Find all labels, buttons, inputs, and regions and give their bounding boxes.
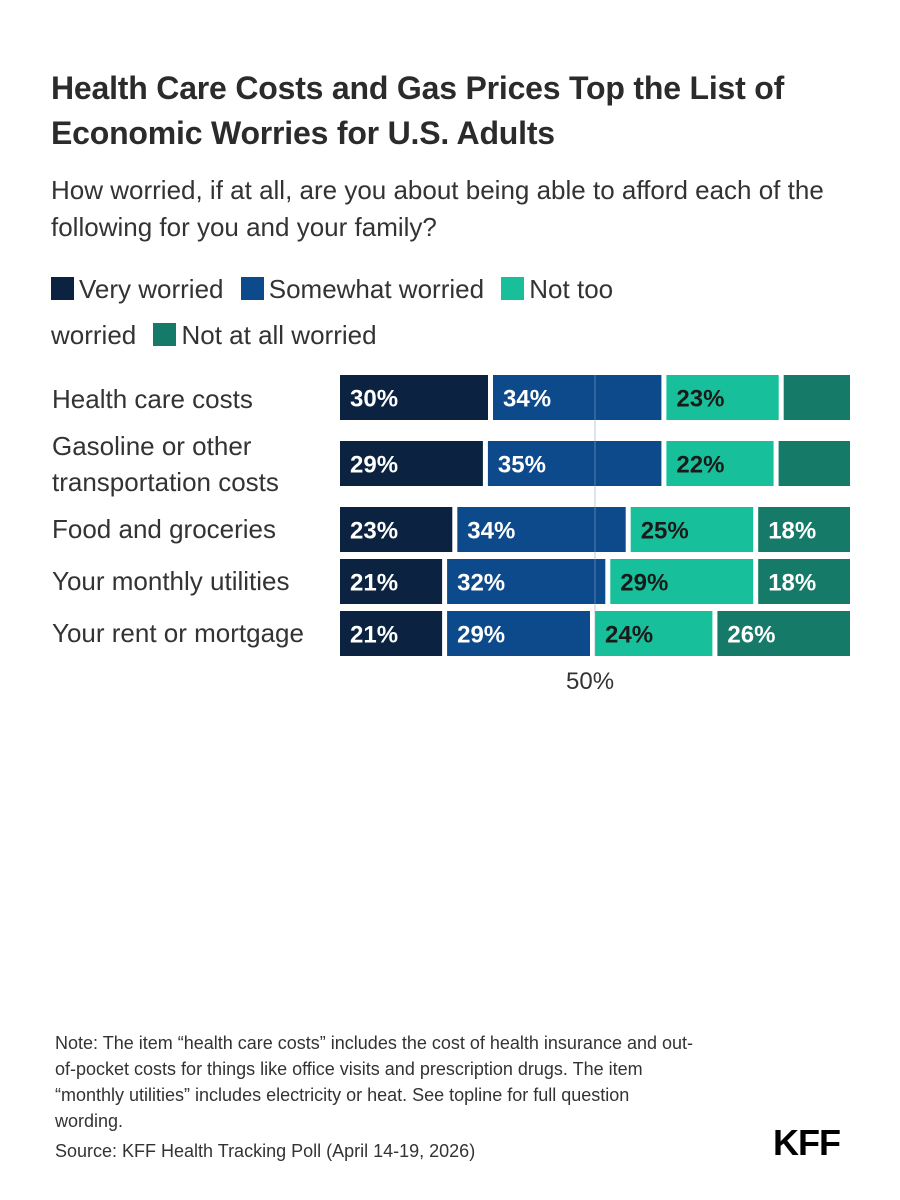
bar-label-health-care-costs-somewhat-worried: 34%: [503, 386, 551, 413]
legend-swatch-very-worried: [51, 277, 74, 300]
bar-gasoline-or-other-transp-very-worried: [340, 441, 483, 486]
bar-label-your-rent-or-mortgage-somewhat-worried: 29%: [457, 622, 505, 649]
bar-health-care-costs-very-worried: [340, 375, 488, 420]
row-label-gasoline-costs: Gasoline or other transportation costs: [52, 431, 279, 497]
bar-food-and-groceries-not-at-all-worried: [758, 507, 850, 552]
chart-title: Health Care Costs and Gas Prices Top the…: [51, 70, 785, 151]
chart-note: Note: The item “health care costs” inclu…: [55, 1033, 694, 1131]
bar-your-rent-or-mortgage-very-worried: [340, 611, 443, 656]
bar-your-monthly-utilities-not-too-worried: [610, 559, 754, 604]
bar-health-care-costs-not-too-worried: [666, 375, 779, 420]
bar-gasoline-or-other-transp-not-too-worried: [666, 441, 774, 486]
legend-swatch-not-too-worried: [501, 277, 525, 300]
bar-label-health-care-costs-not-too-worried: 23%: [676, 386, 724, 413]
bar-label-food-and-groceries-somewhat-worried: 34%: [467, 518, 515, 545]
bar-label-your-monthly-utilities-very-worried: 21%: [350, 570, 398, 597]
chart-source: Source: KFF Health Tracking Poll (April …: [55, 1141, 476, 1161]
bar-label-food-and-groceries-not-too-worried: 25%: [641, 518, 689, 545]
legend-item-somewhat-worried: Somewhat worried: [240, 274, 494, 304]
bar-your-monthly-utilities-not-at-all-worried: [758, 559, 850, 604]
bar-label-your-monthly-utilities-somewhat-worried: 32%: [457, 570, 505, 597]
bar-label-food-and-groceries-not-at-all-worried: 18%: [768, 518, 816, 545]
legend-swatch-somewhat-worried: [240, 277, 264, 300]
bar-gasoline-or-other-transp-not-at-all-worried: [778, 441, 850, 486]
legend-label-very-worried: Very worried: [79, 274, 224, 304]
legend-swatch-not-at-all-worried: [153, 323, 177, 346]
bar-label-your-rent-or-mortgage-not-too-worried: 24%: [605, 622, 653, 649]
bar-your-monthly-utilities-somewhat-worried: [447, 559, 606, 604]
chart-subtitle: How worried, if at all, are you about be…: [51, 175, 824, 242]
bar-label-food-and-groceries-very-worried: 23%: [350, 518, 398, 545]
kff-logo: KFF: [773, 1122, 841, 1163]
bar-label-your-rent-or-mortgage-very-worried: 21%: [350, 622, 398, 649]
bar-food-and-groceries-not-too-worried: [630, 507, 754, 552]
bar-health-care-costs-not-at-all-worried: [783, 375, 850, 420]
bar-label-gasoline-or-other-transp-not-too-worried: 22%: [676, 452, 724, 479]
bar-food-and-groceries-very-worried: [340, 507, 453, 552]
row-label-food-groceries: Food and groceries: [52, 514, 277, 544]
row-label-rent-mortgage: Your rent or mortgage: [52, 618, 304, 648]
bar-label-gasoline-or-other-transp-somewhat-worried: 35%: [498, 452, 546, 479]
bar-your-monthly-utilities-very-worried: [340, 559, 443, 604]
stacked-bar-chart: 30% 34% 23% 29% 35% 22% 23% 34% 25% 18% 21% 32% 29% 1…: [340, 375, 850, 656]
legend: Very worried Somewhat worried Not too wo…: [51, 266, 691, 358]
bar-food-and-groceries-somewhat-worried: [457, 507, 626, 552]
bar-gasoline-or-other-transp-somewhat-worried: [487, 441, 662, 486]
bar-label-your-monthly-utilities-not-too-worried: 29%: [620, 570, 668, 597]
bar-label-gasoline-or-other-transp-very-worried: 29%: [350, 452, 398, 479]
bar-health-care-costs-somewhat-worried: [493, 375, 662, 420]
legend-label-not-at-all-worried: Not at all worried: [181, 320, 377, 350]
row-label-health-care-costs: Health care costs: [52, 384, 253, 414]
bar-your-rent-or-mortgage-not-too-worried: [595, 611, 713, 656]
row-label-monthly-utilities: Your monthly utilities: [52, 566, 290, 596]
legend-item-not-at-all-worried: Not at all worried: [153, 320, 386, 350]
bar-your-rent-or-mortgage-not-at-all-worried: [717, 611, 850, 656]
bar-label-your-rent-or-mortgage-not-at-all-worried: 26%: [727, 622, 775, 649]
legend-label-not-too-worried: Not too worried: [51, 274, 614, 350]
legend-item-not-too-worried: Not too worried: [51, 274, 613, 350]
bar-label-your-monthly-utilities-not-at-all-worried: 18%: [768, 570, 816, 597]
bar-label-health-care-costs-very-worried: 30%: [350, 386, 398, 413]
legend-item-very-worried: Very worried: [51, 274, 234, 304]
legend-label-somewhat-worried: Somewhat worried: [268, 274, 485, 304]
bar-your-rent-or-mortgage-somewhat-worried: [447, 611, 590, 656]
axis-midpoint-label: 50%: [566, 668, 615, 695]
